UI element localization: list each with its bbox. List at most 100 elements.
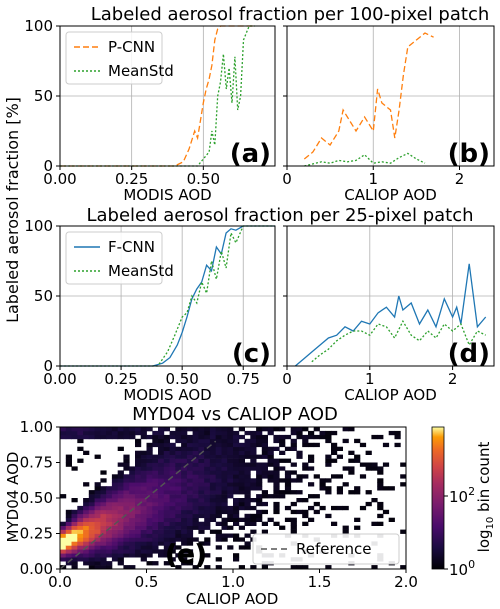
heatmap-cell [371, 521, 378, 526]
heatmap-cell [175, 427, 182, 432]
heatmap-cell [77, 537, 84, 542]
heatmap-cell [181, 438, 188, 444]
heatmap-cell [117, 545, 124, 550]
heatmap-cell [215, 454, 222, 459]
heatmap-cell [158, 454, 165, 459]
heatmap-cell [175, 494, 182, 499]
heatmap-cell [158, 513, 165, 519]
heatmap-cell [135, 474, 142, 479]
heatmap-cell [371, 434, 378, 440]
heatmap-cell [158, 434, 165, 440]
heatmap-cell [198, 442, 205, 448]
heatmap-cell [158, 533, 165, 538]
heatmap-cell [198, 446, 205, 451]
colorbar-label: log10 bin count [475, 442, 496, 553]
x-axis-label: CALIOP AOD [344, 186, 437, 204]
heatmap-cell [400, 529, 407, 534]
heatmap-cell [123, 537, 130, 542]
heatmap-cell [227, 490, 234, 495]
heatmap-cell [209, 486, 217, 491]
heatmap-cell [169, 521, 176, 526]
heatmap-cell [100, 478, 107, 483]
heatmap-cell [100, 494, 107, 499]
panel-b-chart: 0 1 2 CALIOP AOD (b) [282, 25, 495, 204]
heatmap-cell [198, 474, 205, 479]
heatmap-cell [71, 525, 78, 530]
heatmap-cell [163, 427, 170, 432]
heatmap-cell [94, 482, 101, 487]
top-title: Labeled aerosol fraction per 100-pixel p… [91, 4, 490, 25]
heatmap-cell [198, 525, 205, 530]
heatmap-cell [123, 545, 130, 550]
heatmap-cell [163, 454, 170, 459]
heatmap-cell [100, 513, 107, 519]
heatmap-cell [117, 486, 124, 491]
heatmap-cell [308, 458, 315, 463]
heatmap-cell [261, 494, 268, 499]
heatmap-cell [331, 521, 338, 526]
heatmap-cell [181, 498, 188, 503]
panel-tag: (b) [448, 139, 490, 169]
heatmap-cell [175, 490, 182, 495]
heatmap-cell [123, 430, 130, 436]
heatmap-cell [250, 430, 257, 436]
heatmap-cell [302, 462, 309, 467]
heatmap-cell [88, 565, 95, 570]
heatmap-cell [186, 438, 194, 444]
heatmap-cell [106, 529, 113, 534]
heatmap-cell [209, 438, 217, 444]
heatmap-cell [342, 505, 349, 511]
heatmap-cell [77, 517, 84, 522]
heatmap-cell [123, 454, 130, 459]
heatmap-cell [175, 553, 182, 558]
heatmap-cell [163, 478, 170, 483]
heatmap-cell [296, 509, 303, 515]
heatmap-cell [111, 553, 119, 558]
heatmap-cell [290, 446, 297, 451]
x-tick-label: 0.25 [104, 370, 137, 388]
heatmap-cell [135, 545, 142, 550]
heatmap-cell [123, 458, 130, 463]
heatmap-cell [163, 537, 170, 542]
heatmap-cell [94, 509, 101, 515]
heatmap-cell [250, 513, 257, 519]
heatmap-cell [135, 427, 142, 432]
heatmap-cell [146, 478, 153, 483]
heatmap-cell [284, 470, 292, 475]
heatmap-cell [169, 466, 176, 471]
heatmap-cell [163, 549, 170, 554]
panel-tag: (d) [448, 339, 490, 369]
heatmap-cell [215, 446, 222, 451]
heatmap-cell [106, 501, 113, 507]
heatmap-cell [163, 438, 170, 444]
heatmap-cell [163, 541, 170, 546]
heatmap-cell [186, 533, 194, 538]
heatmap-cell [279, 450, 286, 455]
heatmap-cell [146, 517, 153, 522]
heatmap-cell [204, 509, 211, 515]
heatmap-cell [302, 434, 309, 440]
heatmap-cell [209, 466, 217, 471]
heatmap-cell [227, 434, 234, 440]
heatmap-cell [204, 478, 211, 483]
heatmap-cell [88, 545, 95, 550]
heatmap-cell [238, 478, 245, 483]
heatmap-cell [60, 549, 67, 554]
heatmap-cell [181, 482, 188, 487]
heatmap-cell [152, 501, 159, 507]
heatmap-cell [273, 458, 280, 463]
heatmap-cell [227, 450, 234, 455]
heatmap-cell [186, 537, 194, 542]
heatmap-cell [198, 454, 205, 459]
heatmap-cell [83, 509, 90, 515]
heatmap-cell [117, 521, 124, 526]
heatmap-cell [140, 557, 147, 562]
heatmap-cell [158, 482, 165, 487]
heatmap-cell [267, 478, 274, 483]
y-tick-label: 0.25 [20, 525, 53, 543]
heatmap-cell [152, 525, 159, 530]
heatmap-cell [325, 478, 332, 483]
heatmap-cell [60, 430, 67, 436]
heatmap-cell [250, 450, 257, 455]
heatmap-cell [123, 509, 130, 515]
